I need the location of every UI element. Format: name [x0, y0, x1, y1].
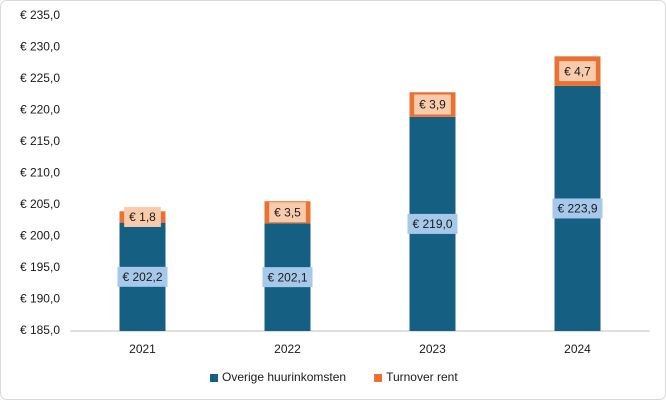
- data-label-bg: [407, 213, 458, 234]
- data-label: € 223,9: [557, 202, 597, 216]
- data-label-bg: [124, 206, 161, 227]
- data-label: € 219,0: [412, 217, 452, 231]
- y-tick-label: € 185,0: [20, 323, 60, 337]
- x-tick-label: 2021: [129, 342, 156, 356]
- data-label: € 202,2: [122, 270, 162, 284]
- x-tick-label: 2024: [564, 342, 591, 356]
- data-label: € 3,5: [274, 205, 301, 219]
- y-tick-label: € 200,0: [20, 229, 60, 243]
- y-tick-label: € 225,0: [20, 71, 60, 85]
- y-tick-label: € 220,0: [20, 103, 60, 117]
- legend-label: Overige huurinkomsten: [222, 370, 346, 384]
- data-label: € 4,7: [564, 64, 591, 78]
- data-label-bg: [117, 266, 168, 287]
- data-label: € 3,9: [419, 98, 446, 112]
- x-tick-label: 2023: [419, 342, 446, 356]
- legend-label: Turnover rent: [386, 370, 458, 384]
- data-label-bg: [552, 198, 603, 219]
- data-label-bg: [559, 61, 596, 82]
- y-tick-label: € 215,0: [20, 134, 60, 148]
- y-tick-label: € 205,0: [20, 197, 60, 211]
- data-label-bg: [414, 94, 451, 115]
- y-tick-label: € 210,0: [20, 166, 60, 180]
- data-label: € 1,8: [129, 210, 156, 224]
- y-tick-label: € 230,0: [20, 40, 60, 54]
- legend-swatch: [210, 374, 218, 382]
- legend-swatch: [374, 374, 383, 382]
- data-label-bg: [262, 267, 313, 288]
- y-tick-label: € 195,0: [20, 260, 60, 274]
- y-tick-label: € 235,0: [20, 8, 60, 22]
- data-label-bg: [269, 202, 306, 223]
- y-tick-label: € 190,0: [20, 292, 60, 306]
- x-tick-label: 2022: [274, 342, 301, 356]
- data-label: € 202,1: [267, 270, 307, 284]
